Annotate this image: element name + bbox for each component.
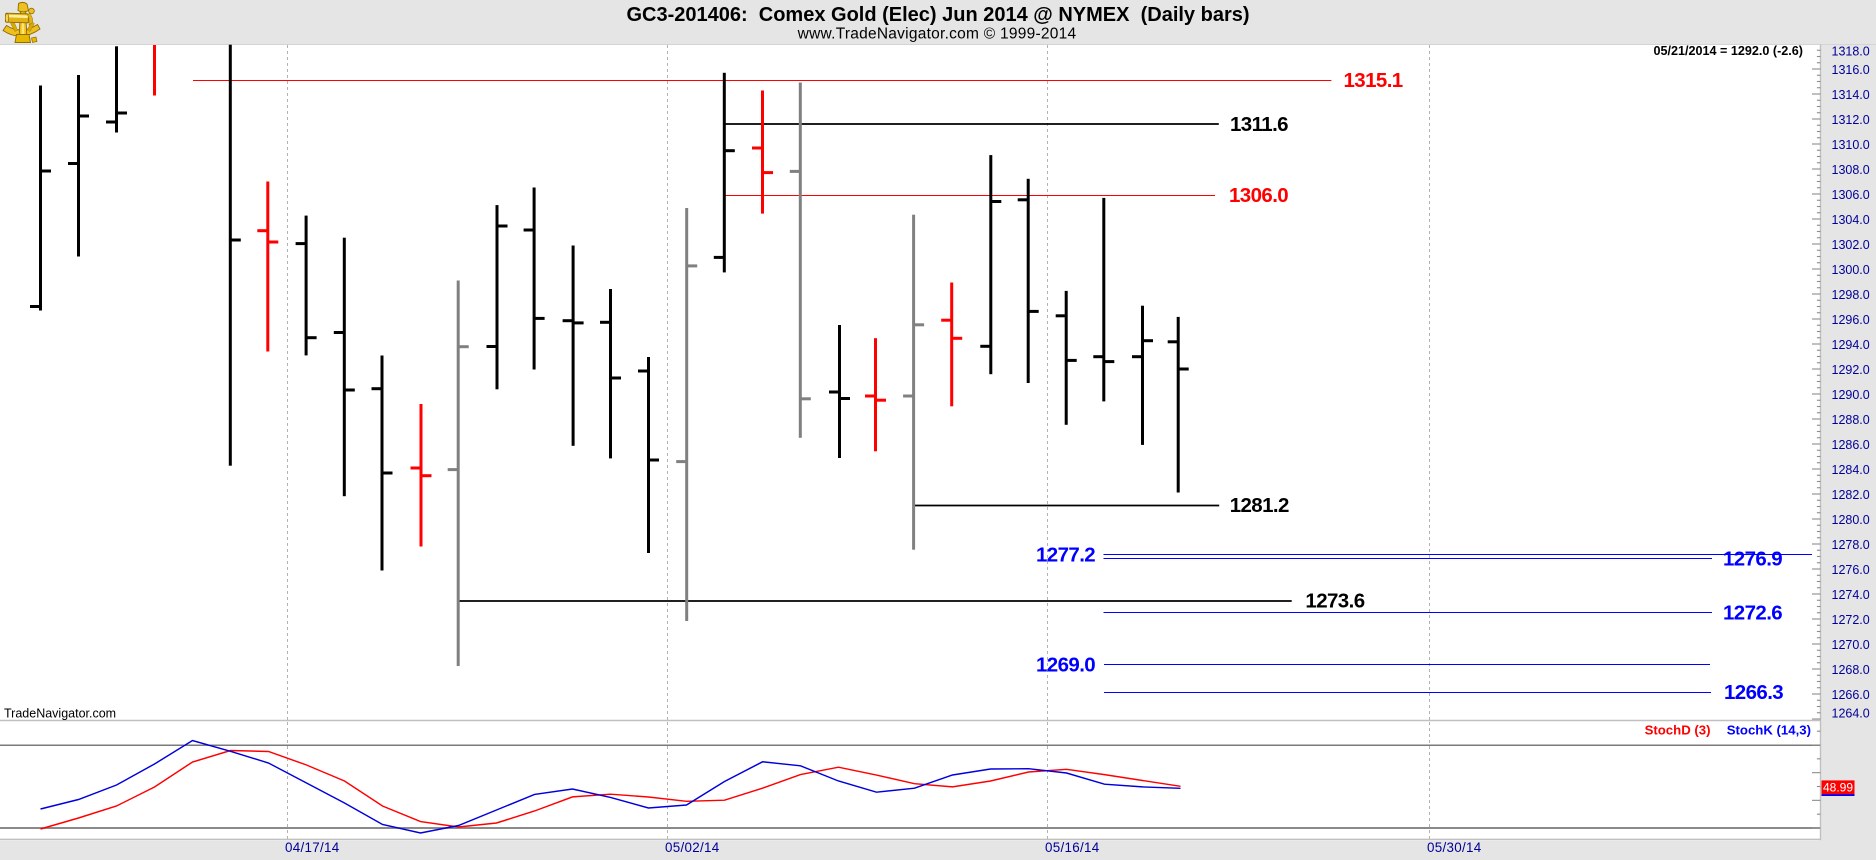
svg-text:1272.6: 1272.6: [1723, 602, 1782, 625]
svg-text:1288.0: 1288.0: [1832, 413, 1870, 427]
svg-text:1268.0: 1268.0: [1832, 663, 1870, 677]
svg-text:1315.1: 1315.1: [1344, 69, 1403, 92]
svg-text:1272.0: 1272.0: [1832, 613, 1870, 627]
svg-text:StochK (14,3): StochK (14,3): [1727, 722, 1811, 737]
svg-text:1280.0: 1280.0: [1832, 513, 1870, 527]
svg-text:1300.0: 1300.0: [1832, 263, 1870, 277]
svg-text:05/30/14: 05/30/14: [1427, 840, 1482, 855]
svg-text:1308.0: 1308.0: [1832, 163, 1870, 177]
svg-text:1273.6: 1273.6: [1305, 590, 1364, 613]
svg-text:1274.0: 1274.0: [1832, 588, 1870, 602]
svg-text:1269.0: 1269.0: [1036, 653, 1095, 676]
svg-text:1270.0: 1270.0: [1832, 638, 1870, 652]
svg-text:05/16/14: 05/16/14: [1045, 840, 1100, 855]
svg-text:1277.2: 1277.2: [1036, 544, 1095, 567]
svg-text:1276.9: 1276.9: [1723, 548, 1782, 571]
svg-text:1292.0: 1292.0: [1832, 363, 1870, 377]
svg-text:www.TradeNavigator.com © 1999-: www.TradeNavigator.com © 1999-2014: [797, 26, 1077, 43]
svg-text:1311.6: 1311.6: [1230, 113, 1288, 136]
svg-text:1318.0: 1318.0: [1832, 44, 1870, 58]
svg-text:1281.2: 1281.2: [1230, 494, 1289, 517]
svg-text:1294.0: 1294.0: [1832, 338, 1870, 352]
svg-text:StochD (3): StochD (3): [1645, 722, 1711, 737]
svg-text:GC3-201406: Comex Gold (Elec): GC3-201406: Comex Gold (Elec) Jun 2014 @…: [626, 4, 1249, 26]
svg-text:48.99: 48.99: [1823, 780, 1853, 794]
svg-text:1314.0: 1314.0: [1832, 88, 1870, 102]
svg-text:1266.0: 1266.0: [1832, 688, 1870, 702]
svg-text:1312.0: 1312.0: [1832, 113, 1870, 127]
svg-text:1310.0: 1310.0: [1832, 138, 1870, 152]
svg-text:1276.0: 1276.0: [1832, 563, 1870, 577]
svg-text:1266.3: 1266.3: [1724, 681, 1783, 704]
svg-text:1298.0: 1298.0: [1832, 288, 1870, 302]
svg-text:04/17/14: 04/17/14: [285, 840, 340, 855]
svg-text:1304.0: 1304.0: [1832, 213, 1870, 227]
svg-text:1284.0: 1284.0: [1832, 463, 1870, 477]
svg-text:1286.0: 1286.0: [1832, 438, 1870, 452]
svg-text:1290.0: 1290.0: [1832, 388, 1870, 402]
svg-text:TradeNavigator.com: TradeNavigator.com: [4, 707, 116, 721]
svg-text:1282.0: 1282.0: [1832, 488, 1870, 502]
svg-text:1306.0: 1306.0: [1229, 184, 1288, 207]
svg-text:05/21/2014 = 1292.0 (-2.6): 05/21/2014 = 1292.0 (-2.6): [1654, 44, 1804, 58]
svg-text:1316.0: 1316.0: [1832, 63, 1870, 77]
svg-text:1306.0: 1306.0: [1832, 188, 1870, 202]
svg-text:1264.0: 1264.0: [1832, 707, 1870, 721]
svg-text:1302.0: 1302.0: [1832, 238, 1870, 252]
svg-text:1278.0: 1278.0: [1832, 538, 1870, 552]
svg-text:1296.0: 1296.0: [1832, 313, 1870, 327]
svg-text:05/02/14: 05/02/14: [665, 840, 720, 855]
